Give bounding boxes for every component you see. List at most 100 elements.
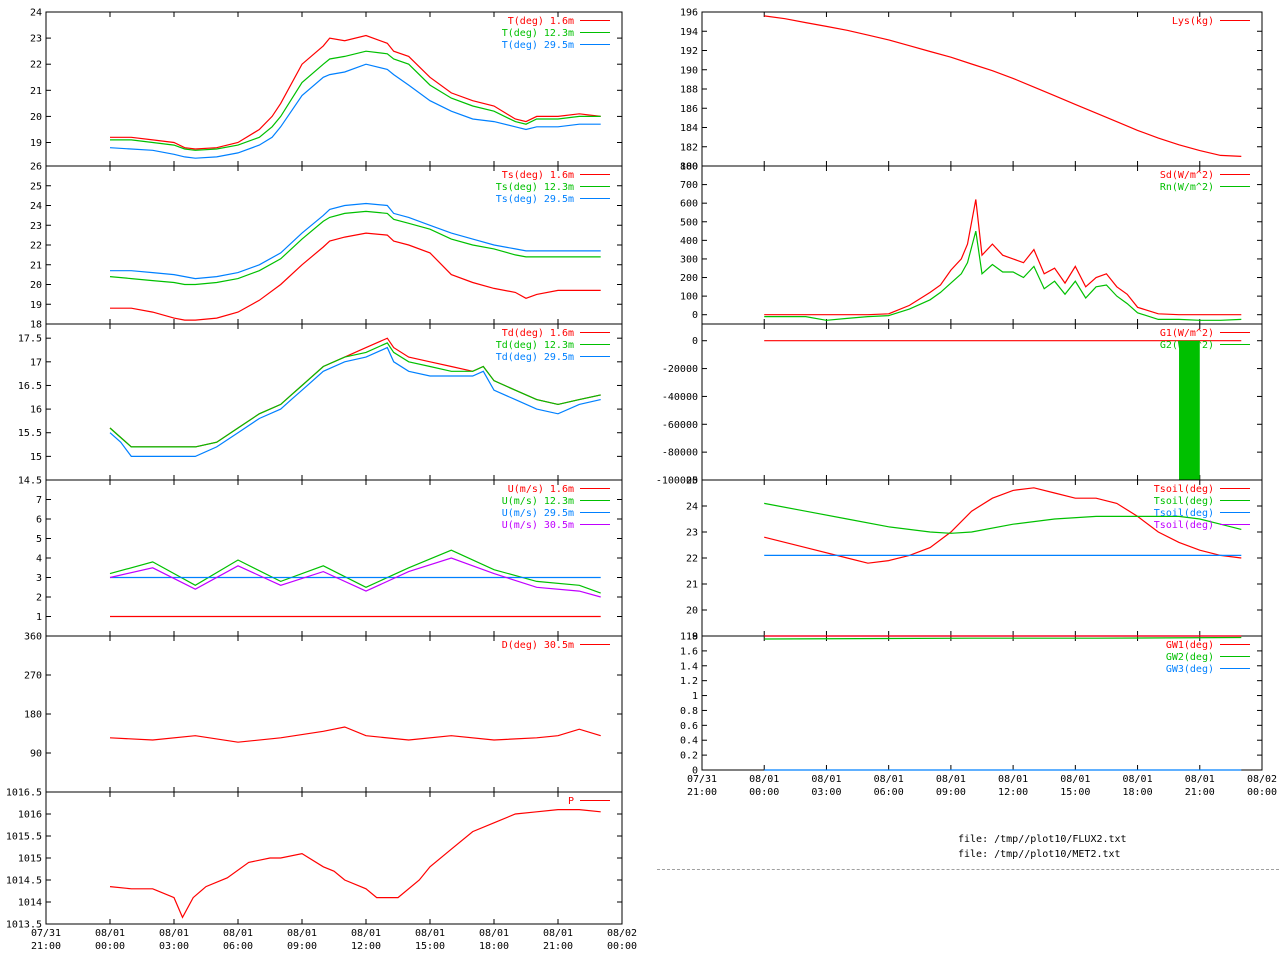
y-tick-label: 360 — [24, 632, 42, 643]
x-tick-time: 00:00 — [95, 941, 125, 952]
y-tick-label: -40000 — [662, 392, 698, 403]
y-tick-label: 700 — [680, 180, 698, 191]
series-line-temp — [109, 63, 601, 159]
y-tick-label: 90 — [30, 749, 42, 760]
y-tick-label: 25 — [686, 476, 698, 487]
series-line-tsoil — [764, 487, 1242, 564]
y-tick-label: 1 — [36, 612, 42, 623]
y-tick-label: 15 — [30, 452, 42, 463]
legend-label: T(deg) 12.3m — [502, 28, 574, 39]
legend-label: Td(deg) 12.3m — [496, 340, 574, 351]
x-tick-date: 08/01 — [351, 928, 381, 939]
series-line-temp — [110, 50, 601, 151]
legend-label: G2(W/m^2) — [1160, 340, 1214, 351]
y-tick-label: 4 — [36, 554, 42, 565]
x-tick-date: 08/01 — [998, 774, 1028, 785]
y-tick-label: 182 — [680, 142, 698, 153]
x-tick-date: 08/01 — [1185, 774, 1215, 785]
series-line-sonic — [110, 202, 601, 280]
y-tick-label: 16 — [30, 405, 42, 416]
y-tick-label: 1015 — [18, 854, 42, 865]
y-tick-label: 23 — [30, 221, 42, 232]
legend-label: U(m/s) 1.6m — [508, 484, 574, 495]
x-tick-time: 09:00 — [287, 941, 317, 952]
x-tick-date: 08/01 — [1060, 774, 1090, 785]
legend-label: Lys(kg) — [1172, 16, 1214, 27]
y-tick-label: 1016.5 — [6, 788, 42, 799]
panel-frame-dir — [45, 635, 623, 793]
legend-label: Rn(W/m^2) — [1160, 182, 1214, 193]
footer-file-met: file: /tmp//plot10/MET2.txt — [958, 849, 1121, 860]
y-tick-label: 22 — [30, 60, 42, 71]
legend-label: Tsoil(deg) — [1154, 496, 1214, 507]
y-tick-label: 19 — [30, 300, 42, 311]
y-tick-label: 100 — [680, 292, 698, 303]
y-tick-label: 400 — [680, 236, 698, 247]
y-tick-label: 21 — [30, 86, 42, 97]
x-tick-date: 08/01 — [159, 928, 189, 939]
footer-file-flux: file: /tmp//plot10/FLUX2.txt — [958, 834, 1127, 845]
y-tick-label: 26 — [30, 162, 42, 173]
y-tick-label: 2 — [36, 593, 42, 604]
y-tick-label: -100000 — [656, 476, 698, 487]
x-tick-date: 07/31 — [31, 928, 61, 939]
legend-label: U(m/s) 29.5m — [502, 508, 574, 519]
y-tick-label: 184 — [680, 123, 698, 134]
x-tick-time: 03:00 — [159, 941, 189, 952]
x-tick-time: 00:00 — [607, 941, 637, 952]
series-line-rad — [764, 230, 1242, 321]
x-tick-time: 06:00 — [223, 941, 253, 952]
x-tick-time: 09:00 — [936, 787, 966, 798]
x-tick-date: 08/01 — [811, 774, 841, 785]
y-tick-label: 0 — [692, 766, 698, 777]
y-tick-label: 180 — [24, 710, 42, 721]
y-tick-label: 300 — [680, 254, 698, 265]
legend-label: GW2(deg) — [1166, 652, 1214, 663]
x-tick-time: 21:00 — [31, 941, 61, 952]
y-tick-label: 194 — [680, 27, 698, 38]
y-tick-label: 1 — [692, 691, 698, 702]
legend-label: Td(deg) 29.5m — [496, 352, 574, 363]
legend-label: Td(deg) 1.6m — [502, 328, 574, 339]
x-tick-date: 08/01 — [874, 774, 904, 785]
y-tick-label: 17.5 — [18, 334, 42, 345]
series-line-dew — [109, 346, 601, 457]
y-tick-label: 0.8 — [680, 706, 698, 717]
series-line-rad — [764, 199, 1242, 316]
y-tick-label: 188 — [680, 85, 698, 96]
y-tick-label: 21 — [686, 580, 698, 591]
y-tick-label: 0.6 — [680, 721, 698, 732]
x-tick-time: 21:00 — [1185, 787, 1215, 798]
y-tick-label: 23 — [686, 528, 698, 539]
y-tick-label: 800 — [680, 162, 698, 173]
footer-divider — [657, 869, 1279, 870]
legend-label: Ts(deg) 12.3m — [496, 182, 574, 193]
x-tick-time: 21:00 — [687, 787, 717, 798]
y-tick-label: 14.5 — [18, 476, 42, 487]
y-tick-label: 24 — [30, 201, 42, 212]
legend-label: T(deg) 1.6m — [508, 16, 574, 27]
y-tick-label: 23 — [30, 34, 42, 45]
y-tick-label: 15.5 — [18, 428, 42, 439]
y-tick-label: 16.5 — [18, 381, 42, 392]
y-tick-label: 18 — [30, 320, 42, 331]
x-tick-date: 08/01 — [95, 928, 125, 939]
x-tick-time: 03:00 — [811, 787, 841, 798]
x-tick-time: 18:00 — [1123, 787, 1153, 798]
y-tick-label: 0.2 — [680, 751, 698, 762]
x-tick-time: 00:00 — [749, 787, 779, 798]
y-tick-label: 7 — [36, 495, 42, 506]
y-tick-label: 24 — [686, 502, 698, 513]
y-tick-label: 20 — [686, 606, 698, 617]
series-line-tsoil — [764, 502, 1242, 534]
x-tick-time: 18:00 — [479, 941, 509, 952]
series-line-temp — [110, 34, 601, 150]
x-tick-time: 15:00 — [415, 941, 445, 952]
y-tick-label: 25 — [30, 181, 42, 192]
y-tick-label: -60000 — [662, 420, 698, 431]
legend-label: Tsoil(deg) — [1154, 520, 1214, 531]
y-tick-label: 192 — [680, 46, 698, 57]
series-line-sonic — [110, 232, 601, 321]
x-tick-date: 08/02 — [607, 928, 637, 939]
